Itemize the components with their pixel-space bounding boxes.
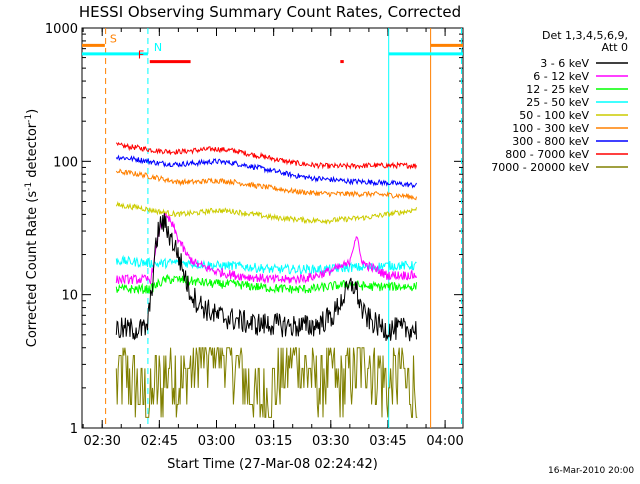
y-tick-label: 10	[61, 289, 78, 304]
series-line-6	[115, 154, 417, 189]
x-tick-label: 02:45	[141, 434, 178, 449]
legend-label: 25 - 50 keV	[526, 96, 589, 109]
legend-label: 800 - 7000 keV	[505, 148, 589, 161]
y-tick-label: 1000	[45, 22, 78, 37]
legend-label: 100 - 300 keV	[512, 122, 589, 135]
date-stamp: 16-Mar-2010 20:00	[548, 466, 635, 476]
x-tick-label: 02:30	[83, 434, 120, 449]
legend-label: 3 - 6 keV	[540, 57, 589, 70]
x-tick-label: 04:00	[426, 434, 463, 449]
x-tick-label: 03:15	[255, 434, 292, 449]
series-line-5	[115, 168, 417, 201]
state-label: N	[154, 41, 162, 54]
y-axis-label: Corrected Count Rate (s-1 detector-1)	[24, 109, 40, 347]
state-label: S	[110, 32, 117, 45]
state-label: F	[138, 49, 144, 62]
plot-frame	[81, 27, 464, 429]
series-line-1	[115, 212, 417, 285]
legend-label: 300 - 800 keV	[512, 135, 589, 148]
x-tick-label: 03:45	[369, 434, 406, 449]
x-axis-label: Start Time (27-Mar-08 02:24:42)	[167, 457, 378, 472]
legend-label: 6 - 12 keV	[533, 70, 589, 83]
series-line-7	[115, 141, 417, 170]
series-line-0	[115, 213, 417, 342]
chart-title: HESSI Observing Summary Count Rates, Cor…	[79, 3, 461, 21]
legend-header: Att 0	[602, 41, 628, 54]
series-line-4	[115, 201, 417, 225]
series-line-3	[115, 254, 417, 275]
series-line-2	[115, 273, 417, 295]
legend-header: Det 1,3,4,5,6,9,	[542, 29, 628, 42]
series-line-8	[115, 347, 418, 418]
x-tick-label: 03:00	[198, 434, 235, 449]
legend-label: 12 - 25 keV	[526, 83, 589, 96]
x-tick-label: 03:30	[312, 434, 349, 449]
y-tick-label: 1	[70, 422, 78, 437]
legend-label: 7000 - 20000 keV	[491, 161, 589, 174]
y-tick-label: 100	[53, 155, 78, 170]
legend-label: 50 - 100 keV	[519, 109, 589, 122]
